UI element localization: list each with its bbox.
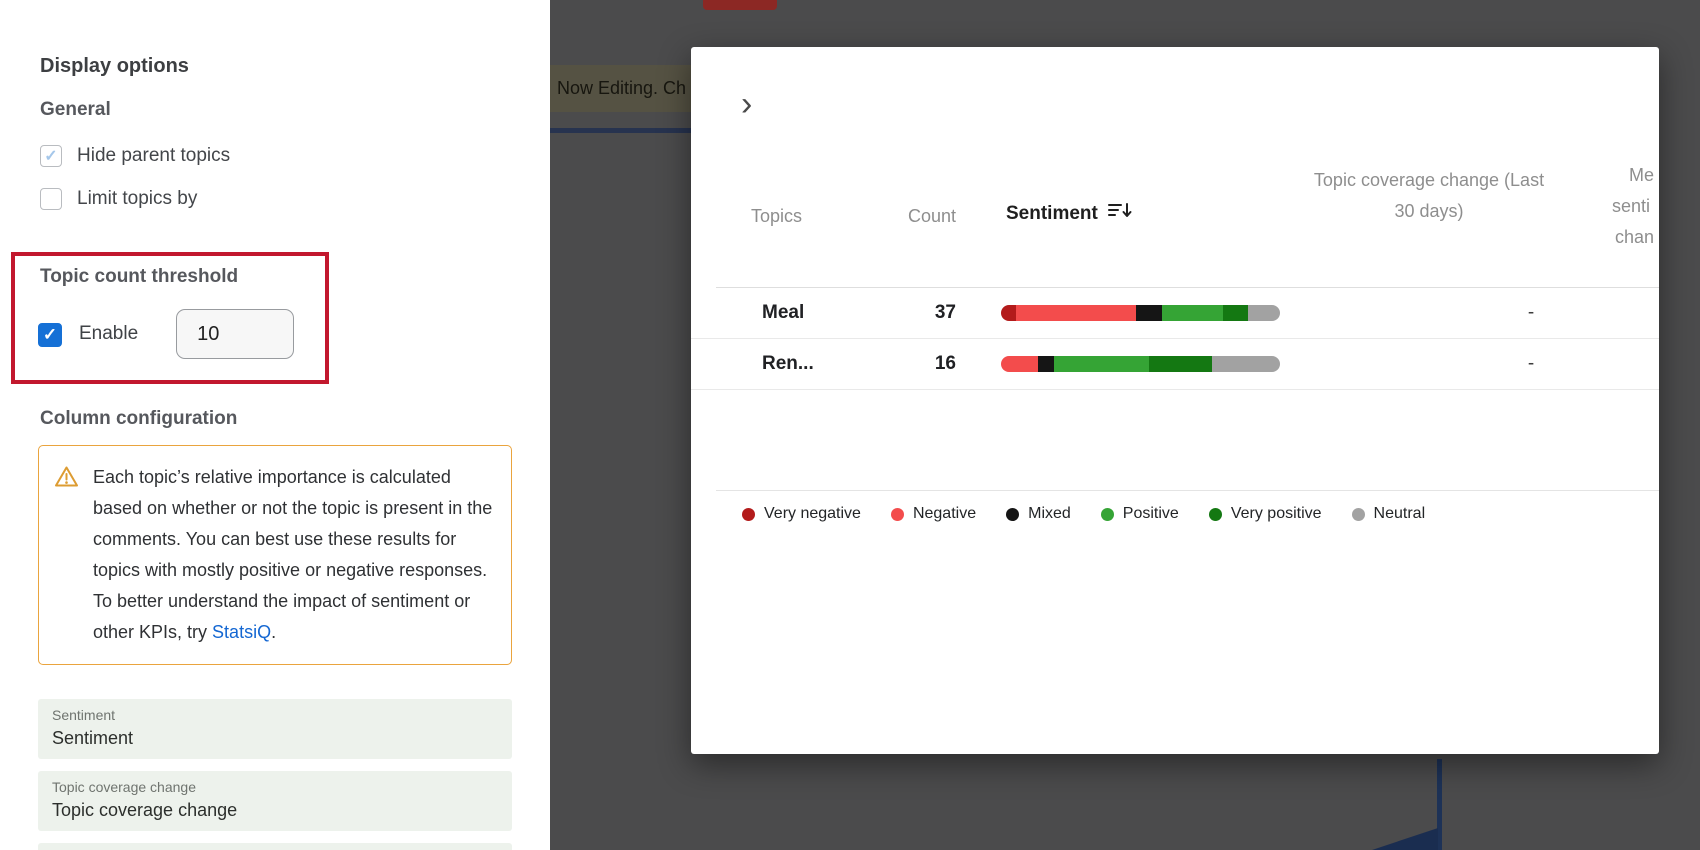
field-value: Topic coverage change [52, 800, 238, 820]
very_negative-dot-icon [742, 507, 755, 521]
notice-suffix: . [271, 622, 277, 642]
column-config-notice: Each topic’s relative importance is calc… [38, 445, 512, 665]
sentiment-segment-positive [1161, 305, 1224, 321]
mixed-dot-icon [1006, 507, 1020, 521]
sentiment-segment-very_positive [1223, 305, 1249, 321]
option-limit-topics-by[interactable]: Limit topics by [40, 188, 197, 210]
panel-title: Display options [40, 55, 189, 77]
header-sentiment-label: Sentiment [1006, 202, 1098, 224]
legend-item-very_positive: Very positive [1208, 505, 1322, 523]
option-label: Hide parent topics [77, 145, 231, 166]
enable-checkbox[interactable] [38, 323, 62, 347]
sentiment-segment-mixed [1136, 305, 1162, 321]
topic-name[interactable]: Ren... [762, 353, 814, 374]
sentiment-segment-very_negative [1001, 305, 1017, 321]
warning-icon [54, 465, 79, 493]
header-topic-coverage-change[interactable]: Topic coverage change (Last 30 days) [1313, 170, 1545, 221]
table-row[interactable]: Meal 37 - [691, 288, 1659, 339]
neutral-dot-icon [1351, 507, 1365, 521]
sentiment-segment-positive [1053, 356, 1150, 372]
option-label: Limit topics by [77, 188, 198, 209]
sentiment-segment-negative [1016, 305, 1137, 321]
sentiment-bar [1001, 305, 1280, 321]
legend-label: Negative [912, 505, 977, 522]
legend-item-very_negative: Very negative [742, 505, 861, 523]
field-label: Sentiment [52, 707, 116, 723]
topics-table-modal: › Topics Count Sentiment Topic coverage … [691, 47, 1659, 754]
enable-label: Enable [79, 323, 139, 344]
topic-count: 16 [934, 353, 956, 374]
column-field-partial [38, 843, 512, 850]
sentiment-segment-negative [1001, 356, 1038, 372]
legend-item-mixed: Mixed [1006, 505, 1071, 523]
sentiment-bar [1001, 356, 1280, 372]
table-rows: Meal 37 - Ren... 16 - [691, 288, 1659, 390]
hide-parent-topics-checkbox[interactable] [40, 145, 62, 167]
option-hide-parent-topics[interactable]: Hide parent topics [40, 145, 230, 167]
legend-item-neutral: Neutral [1351, 505, 1426, 523]
display-options-panel: Display options General Hide parent topi… [0, 0, 550, 850]
header-count[interactable]: Count [907, 206, 956, 226]
sentiment-segment-neutral [1248, 305, 1280, 321]
column-field-sentiment[interactable]: Sentiment Sentiment [38, 699, 512, 759]
column-configuration-heading: Column configuration [40, 408, 238, 429]
very_positive-dot-icon [1208, 507, 1222, 521]
notice-body: Each topic’s relative importance is calc… [93, 467, 493, 642]
topic-count-input[interactable] [176, 309, 295, 359]
dimmed-chart-shape [1372, 828, 1438, 850]
legend-item-positive: Positive [1100, 505, 1179, 523]
header-sentiment[interactable]: Sentiment [1006, 202, 1132, 225]
statsiq-link[interactable]: StatsiQ [212, 622, 272, 642]
sentiment-segment-neutral [1211, 356, 1280, 372]
legend-item-negative: Negative [890, 505, 977, 523]
banner-underline [550, 128, 691, 133]
sentiment-segment-very_positive [1149, 356, 1212, 372]
notice-text: Each topic’s relative importance is calc… [93, 462, 495, 648]
threshold-enable-row: Enable [38, 309, 295, 359]
sentiment-legend: Very negative Negative Mixed Positive Very p… [742, 505, 1425, 523]
legend-label: Very negative [764, 505, 861, 522]
collapse-chevron-icon[interactable]: › [733, 85, 760, 123]
legend-label: Neutral [1373, 505, 1426, 522]
coverage-change-value: - [1527, 302, 1535, 323]
sentiment-segment-mixed [1037, 356, 1054, 372]
general-heading: General [40, 99, 111, 120]
topic-name[interactable]: Meal [762, 302, 805, 323]
positive-dot-icon [1100, 507, 1114, 521]
legend-label: Mixed [1028, 505, 1071, 522]
header-topics[interactable]: Topics [751, 206, 803, 226]
column-field-topic-coverage-change[interactable]: Topic coverage change Topic coverage cha… [38, 771, 512, 831]
header-truncated-line1: Me [1629, 165, 1655, 185]
editing-banner-text: Now Editing. Ch [557, 78, 687, 98]
topic-count: 37 [934, 302, 956, 323]
legend-divider [716, 490, 1659, 491]
limit-topics-by-checkbox[interactable] [40, 188, 62, 210]
legend-label: Very positive [1230, 505, 1322, 522]
legend-label: Positive [1122, 505, 1179, 522]
field-value: Sentiment [52, 728, 134, 748]
sort-descending-icon [1107, 202, 1132, 225]
red-button-sliver [703, 0, 777, 10]
dimmed-chart-line [1437, 759, 1442, 850]
editing-banner-fragment: Now Editing. Ch [550, 65, 691, 112]
negative-dot-icon [890, 507, 904, 521]
table-row[interactable]: Ren... 16 - [691, 339, 1659, 390]
field-label: Topic coverage change [52, 779, 196, 795]
coverage-change-value: - [1527, 353, 1535, 374]
header-truncated-line2: senti [1612, 196, 1651, 216]
header-divider [716, 287, 1659, 288]
header-truncated-line3: chan [1615, 227, 1655, 247]
threshold-heading: Topic count threshold [40, 266, 239, 287]
